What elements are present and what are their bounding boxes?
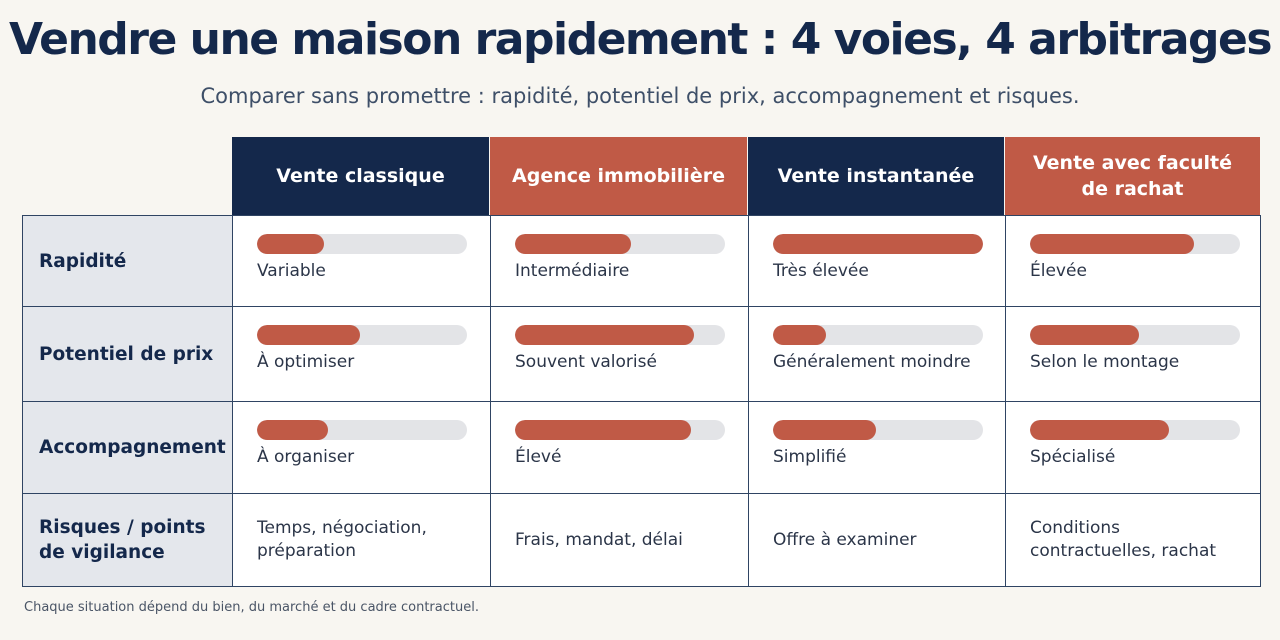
level-bar-track [515, 325, 725, 345]
table-cell: Variable [232, 215, 490, 306]
cell-label: Intermédiaire [515, 261, 630, 281]
risk-cell: Frais, mandat, délai [490, 493, 748, 587]
risk-cell: Conditions contractuelles, rachat [1005, 493, 1261, 587]
level-bar-fill [515, 325, 694, 345]
level-bar-fill [1030, 325, 1140, 345]
level-bar-fill [515, 420, 692, 440]
column-header-vente-instantanee: Vente instantanée [748, 137, 1005, 215]
level-bar-track [257, 420, 467, 440]
level-bar-fill [773, 234, 983, 254]
cell-label: Très élevée [773, 261, 869, 281]
level-bar-fill [1030, 420, 1169, 440]
row-header-rapidite: Rapidité [22, 215, 232, 306]
level-bar-fill [515, 234, 631, 254]
level-bar-fill [773, 420, 876, 440]
cell-label: Selon le montage [1030, 352, 1180, 372]
table-cell: Intermédiaire [490, 215, 748, 306]
table-cell: Très élevée [748, 215, 1005, 306]
table-corner [22, 137, 232, 215]
column-header-vente-faculte-rachat: Vente avec faculté de rachat [1005, 137, 1261, 215]
level-bar-track [773, 325, 983, 345]
table-cell: Selon le montage [1005, 306, 1261, 401]
cell-label: À organiser [257, 447, 355, 467]
cell-label: Souvent valorisé [515, 352, 657, 372]
column-header-agence-immobiliere: Agence immobilière [490, 137, 748, 215]
risk-cell: Temps, négociation, préparation [232, 493, 490, 587]
table-cell: Élevée [1005, 215, 1261, 306]
level-bar-track [1030, 234, 1240, 254]
page-subtitle: Comparer sans promettre : rapidité, pote… [200, 84, 1080, 108]
table-cell: Élevé [490, 401, 748, 493]
page-title: Vendre une maison rapidement : 4 voies, … [8, 14, 1273, 65]
level-bar-track [1030, 420, 1240, 440]
cell-label: Généralement moindre [773, 352, 971, 372]
level-bar-track [515, 234, 725, 254]
table-cell: Souvent valorisé [490, 306, 748, 401]
level-bar-fill [257, 234, 325, 254]
level-bar-track [1030, 325, 1240, 345]
cell-label: Élevé [515, 447, 562, 467]
cell-label: Élevée [1030, 261, 1087, 281]
level-bar-fill [1030, 234, 1194, 254]
row-header-potentiel-de-prix: Potentiel de prix [22, 306, 232, 401]
table-cell: Simplifié [748, 401, 1005, 493]
comparison-table: Vente classique Agence immobilière Vente… [22, 137, 1261, 587]
level-bar-track [515, 420, 725, 440]
cell-label: Simplifié [773, 447, 847, 467]
level-bar-fill [773, 325, 826, 345]
level-bar-track [257, 234, 467, 254]
cell-label: À optimiser [257, 352, 355, 372]
footnote: Chaque situation dépend du bien, du marc… [24, 600, 479, 615]
table-cell: Généralement moindre [748, 306, 1005, 401]
column-header-vente-classique: Vente classique [232, 137, 490, 215]
level-bar-track [257, 325, 467, 345]
cell-label: Spécialisé [1030, 447, 1116, 467]
row-header-accompagnement: Accompagnement [22, 401, 232, 493]
level-bar-fill [257, 325, 360, 345]
cell-label: Variable [257, 261, 326, 281]
level-bar-track [773, 234, 983, 254]
level-bar-track [773, 420, 983, 440]
table-cell: À organiser [232, 401, 490, 493]
risk-cell: Offre à examiner [748, 493, 1005, 587]
table-cell: À optimiser [232, 306, 490, 401]
row-header-risques: Risques / points de vigilance [22, 493, 232, 587]
table-cell: Spécialisé [1005, 401, 1261, 493]
level-bar-fill [257, 420, 329, 440]
